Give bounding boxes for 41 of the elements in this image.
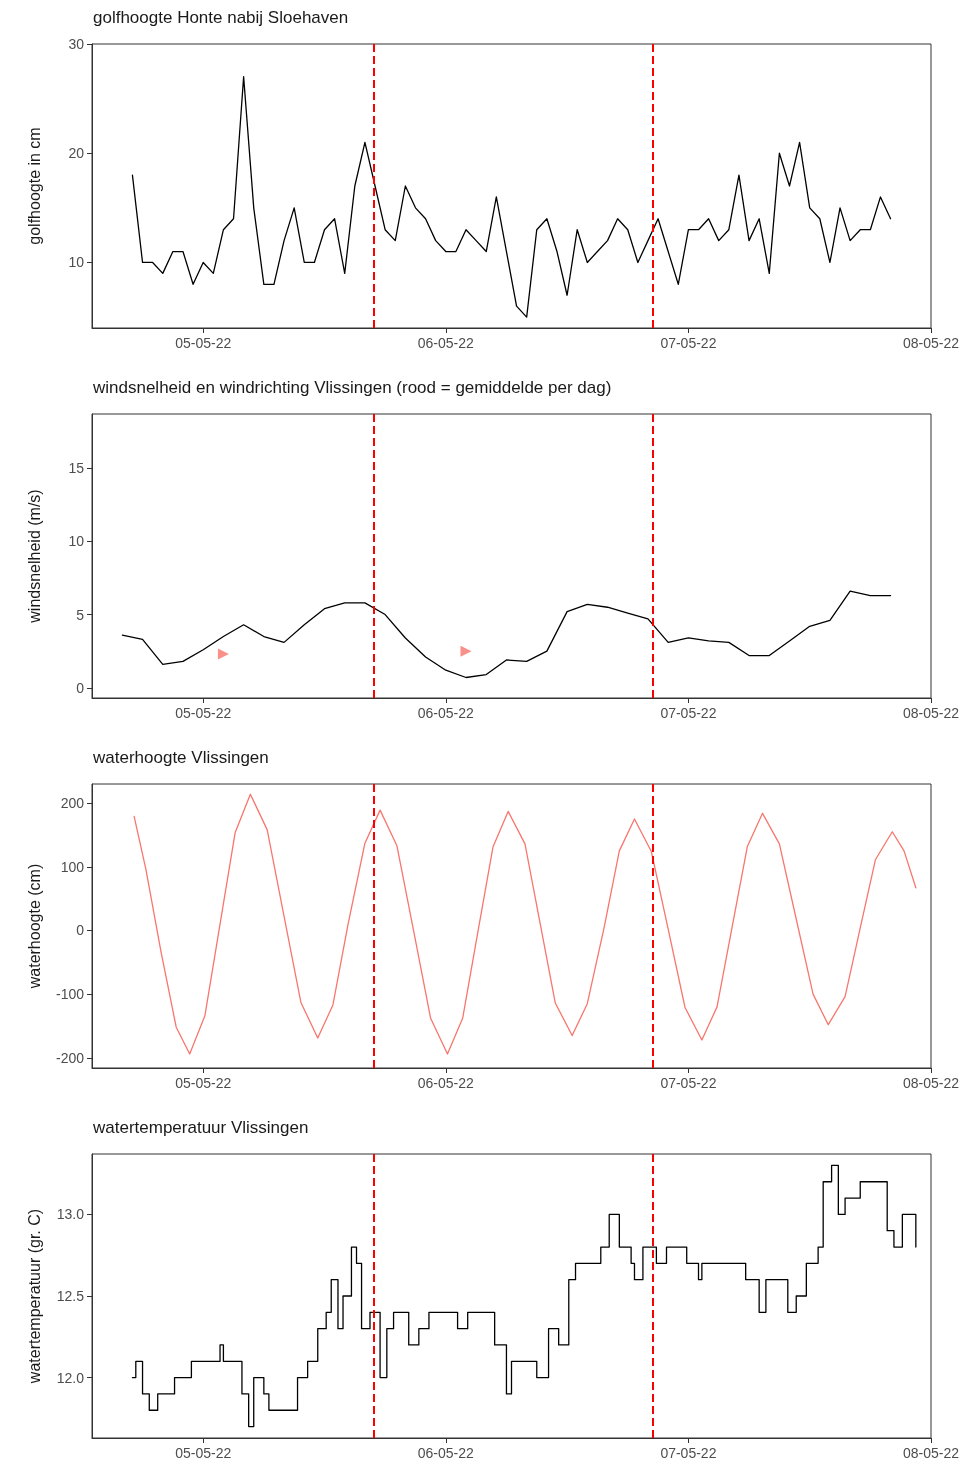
- y-tick-label: -100: [55, 986, 85, 1003]
- y-tick-label: 15: [68, 460, 85, 477]
- y-axis-title: watertemperatuur (gr. C): [25, 1208, 43, 1385]
- x-tick-label: 07-05-22: [660, 1075, 717, 1091]
- line-series: [131, 76, 892, 318]
- line-series: [121, 590, 892, 679]
- chart-title: watertemperatuur Vlissingen: [92, 1118, 309, 1137]
- x-tick-label: 07-05-22: [660, 335, 717, 351]
- x-tick-label: 05-05-22: [175, 1075, 232, 1091]
- x-tick-label: 06-05-22: [417, 335, 475, 351]
- x-tick-label: 05-05-22: [175, 335, 232, 351]
- y-tick-label: 13.0: [56, 1206, 85, 1223]
- chart-title: waterhoogte Vlissingen: [92, 748, 269, 767]
- y-axis-title: waterhoogte (cm): [25, 863, 43, 990]
- x-tick-label: 08-05-22: [902, 1445, 960, 1461]
- x-tick-label: 05-05-22: [175, 1445, 232, 1461]
- x-tick-label: 06-05-22: [417, 1075, 475, 1091]
- y-tick-label: 0: [76, 679, 85, 696]
- y-tick-label: 20: [68, 145, 85, 162]
- y-tick-label: 12.5: [56, 1288, 85, 1304]
- x-tick-label: 06-05-22: [417, 1445, 475, 1461]
- y-tick-label: 10: [68, 533, 85, 550]
- chart-title: golfhoogte Honte nabij Sloehaven: [93, 8, 349, 27]
- x-tick-label: 07-05-22: [660, 705, 717, 721]
- y-tick-label: 5: [76, 606, 85, 623]
- y-tick-label: -200: [55, 1049, 85, 1066]
- chart-title: windsnelheid en windrichting Vlissingen (rood = gemiddelde per dag): [92, 378, 612, 397]
- y-tick-label: 100: [60, 858, 85, 875]
- y-tick-label: 200: [60, 795, 85, 812]
- y-axis-title: golfhoogte in cm: [25, 127, 43, 245]
- x-tick-label: 06-05-22: [417, 705, 475, 721]
- x-tick-label: 07-05-22: [660, 1445, 717, 1461]
- x-tick-label: 08-05-22: [902, 335, 960, 351]
- y-tick-label: 12.0: [56, 1369, 85, 1386]
- x-tick-label: 08-05-22: [902, 705, 960, 721]
- x-tick-label: 05-05-22: [175, 705, 232, 721]
- y-axis-title: windsnelheid (m/s): [25, 489, 43, 624]
- y-tick-label: 10: [68, 254, 85, 271]
- y-tick-label: 0: [76, 922, 85, 939]
- y-tick-label: 30: [68, 36, 85, 52]
- x-tick-label: 08-05-22: [902, 1075, 960, 1091]
